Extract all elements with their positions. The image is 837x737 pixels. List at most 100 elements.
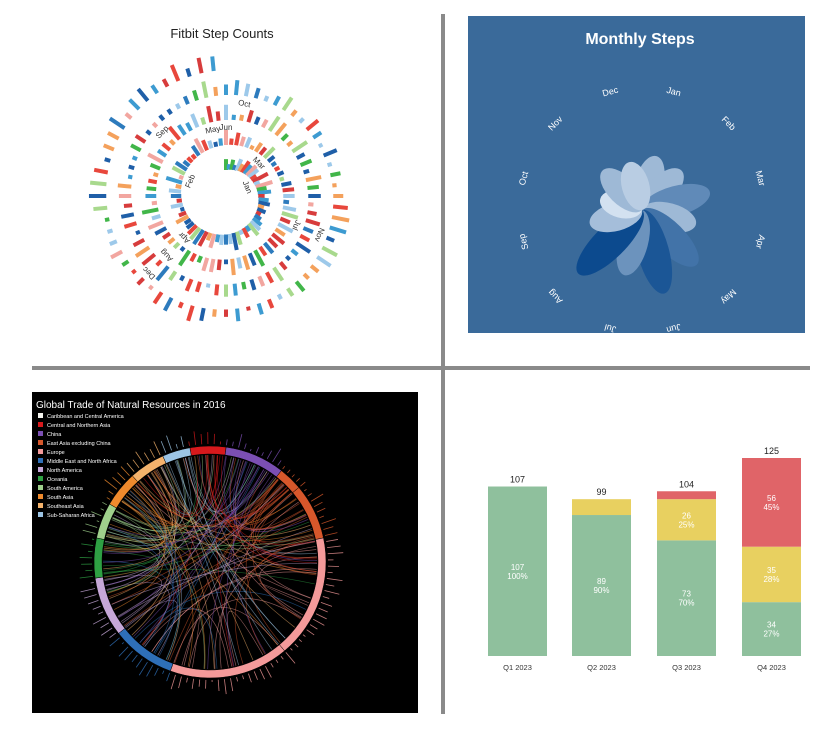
chord-ribbon	[229, 457, 317, 561]
spiral-bar	[151, 121, 159, 129]
spiral-bar	[208, 233, 217, 249]
spiral-bar	[123, 203, 133, 209]
chord-ribbon	[103, 456, 198, 575]
chord-tick	[191, 678, 194, 689]
chord-ribbon	[187, 457, 272, 650]
spiral-bar	[257, 189, 272, 195]
spiral-bar	[147, 220, 164, 230]
chord-tick	[160, 441, 167, 453]
spiral-bar	[260, 118, 269, 129]
legend-label: Caribbean and Central America	[47, 414, 125, 420]
chord-tick	[244, 443, 247, 450]
chord-tick	[265, 666, 272, 678]
chord-ribbon	[115, 465, 180, 529]
spiral-bar	[253, 141, 264, 153]
spiral-bar	[151, 213, 161, 221]
chord-tick	[117, 472, 126, 481]
segment-label: 35	[767, 566, 776, 575]
spiral-bar	[106, 228, 114, 234]
spiral-bar	[232, 283, 238, 296]
spiral-bar	[134, 245, 151, 258]
spiral-bar	[227, 233, 233, 245]
spiral-bar	[326, 162, 333, 168]
spiral-bar	[213, 141, 219, 148]
spiral-bar	[258, 200, 271, 207]
chord-tick	[306, 629, 315, 636]
spiral-bar	[107, 131, 120, 141]
spiral-bar	[132, 237, 146, 248]
spiral-bar	[294, 280, 306, 293]
spiral-bar	[286, 287, 295, 297]
spiral-bar	[305, 118, 320, 132]
spiral-bar	[170, 194, 182, 198]
legend-swatch	[38, 422, 43, 427]
chord-arc	[162, 447, 192, 464]
chord-ribbon	[124, 599, 178, 656]
spiral-bar	[224, 159, 228, 170]
legend-label: Southeast Asia	[47, 504, 85, 510]
spiral-bar	[302, 226, 314, 234]
chord-ribbon	[207, 474, 273, 669]
month-label: Feb	[183, 173, 197, 190]
chord-tick	[81, 543, 94, 546]
spiral-bar	[165, 175, 183, 185]
stack-segment	[742, 458, 801, 547]
chord-tick	[261, 452, 264, 457]
spiral-bar	[175, 214, 190, 225]
spiral-bar	[214, 234, 221, 243]
chord-tick	[118, 646, 129, 657]
chord-tick	[175, 443, 178, 449]
chord-ribbon	[107, 460, 185, 539]
spiral-bar	[251, 216, 263, 227]
spiral-bar	[192, 89, 199, 102]
chord-ribbon	[133, 466, 260, 637]
spiral-bar	[317, 142, 324, 149]
chord-tick	[92, 605, 101, 610]
spiral-bar	[234, 231, 243, 246]
monthly-steps-panel: Monthly Steps Jan Feb Mar Apr May Jun Jul Aug Se…	[468, 16, 805, 333]
chord-ribbon	[108, 466, 259, 537]
spiral-bar	[182, 95, 190, 105]
spiral-bar	[241, 281, 247, 290]
spiral-bar	[329, 225, 347, 235]
chord-ribbon	[113, 499, 165, 610]
chord-tick	[92, 617, 106, 625]
legend-label: South Asia	[47, 495, 74, 501]
spiral-bar	[272, 266, 285, 282]
chord-ribbon	[108, 497, 164, 541]
spiral-bar	[185, 121, 193, 132]
segment-label: 34	[767, 621, 776, 630]
chord-ribbon	[104, 575, 163, 622]
chord-tick	[320, 601, 333, 607]
chord-tick	[96, 520, 100, 523]
spiral-bar	[163, 296, 174, 312]
segment-label: 89	[597, 577, 606, 586]
legend-swatch	[38, 467, 43, 472]
spiral-bar	[197, 230, 209, 247]
spiral-bar	[224, 284, 228, 297]
chord-ribbon	[103, 461, 247, 553]
chord-tick	[135, 658, 143, 668]
spiral-bar	[283, 199, 290, 205]
chord-tick	[80, 588, 96, 593]
spiral-bar	[249, 144, 255, 151]
spiral-bar	[190, 153, 197, 160]
spiral-bar	[171, 165, 186, 176]
chord-tick	[232, 441, 234, 447]
spiral-bar	[167, 236, 176, 245]
chord-ribbon	[219, 501, 299, 669]
chord-tick	[296, 478, 300, 482]
chord-tick	[108, 490, 114, 495]
spiral-bar	[156, 148, 168, 158]
legend-swatch	[38, 458, 43, 463]
spiral-bar	[244, 224, 252, 233]
spiral-bar	[281, 96, 294, 112]
vertical-divider	[441, 14, 445, 714]
chord-tick	[277, 460, 282, 466]
chord-tick	[223, 679, 227, 695]
spiral-bar	[240, 160, 251, 174]
chord-ribbon	[133, 486, 194, 667]
chord-ribbon	[104, 472, 270, 546]
chord-ribbon	[234, 538, 315, 664]
stack-segment	[657, 491, 716, 500]
